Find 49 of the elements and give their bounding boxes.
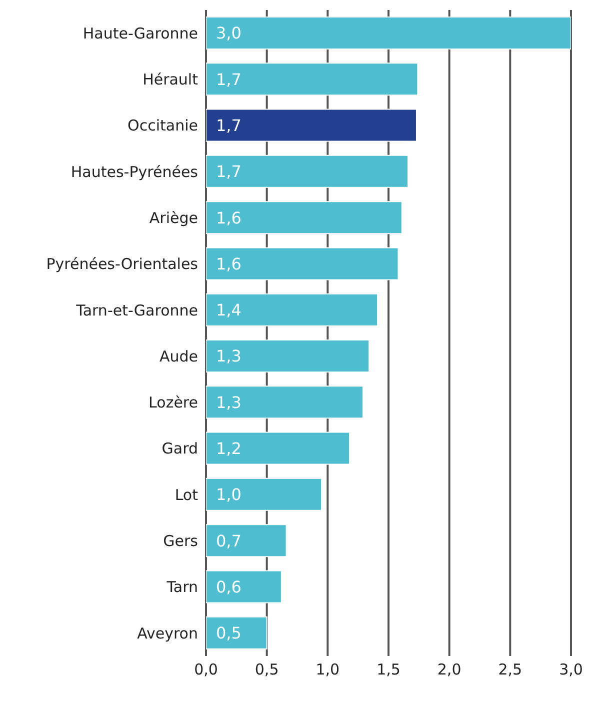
bar [206,293,378,326]
data-label: 1,0 [216,485,242,504]
x-tick-label: 2,0 [437,660,462,679]
y-tick-label: Haute-Garonne [82,24,198,42]
y-tick-label: Lot [174,486,198,504]
x-tick-label: 2,5 [498,660,522,679]
bar [206,570,282,604]
y-tick-label: Hautes-Pyrénées [70,162,198,181]
data-label: 1,6 [216,254,242,274]
y-tick-label: Pyrénées-Orientales [46,255,198,274]
bar [206,16,571,50]
bar [206,616,268,650]
y-tick-label: Hérault [142,70,198,89]
x-tick-label: 0,5 [254,660,279,679]
bar [206,247,399,280]
data-label: 1,7 [216,70,242,89]
bar [206,154,408,188]
bar [206,108,417,142]
bar [206,201,402,234]
x-tick-label: 3,0 [559,660,583,679]
data-label: 1,7 [216,162,242,182]
bar [206,478,322,511]
bar [206,386,364,419]
bar [206,62,418,96]
bar [206,524,287,558]
x-tick-label: 1,5 [376,660,400,679]
y-tick-label: Aude [159,347,198,366]
y-tick-label: Ariège [149,208,198,227]
data-label: 1,6 [216,208,242,228]
y-tick-label: Tarn [166,578,198,596]
data-label: 1,3 [216,346,242,366]
data-label: 0,5 [216,624,242,643]
bar [206,432,350,465]
data-label: 0,7 [216,531,242,550]
y-tick-label: Aveyron [137,624,198,642]
y-tick-label: Lozère [148,394,198,412]
x-tick-label: 0,0 [194,660,218,679]
x-tick-label: 1,0 [316,660,340,679]
data-label: 1,4 [216,300,242,320]
data-label: 3,0 [216,24,242,43]
y-tick-label: Tarn-et-Garonne [75,301,198,320]
y-tick-label: Occitanie [128,116,198,135]
bar [206,340,370,372]
data-label: 0,6 [216,577,242,596]
data-label: 1,3 [216,392,242,412]
y-tick-label: Gard [162,440,198,458]
data-label: 1,7 [216,116,242,135]
y-tick-label: Gers [163,532,198,550]
data-label: 1,2 [216,438,242,458]
